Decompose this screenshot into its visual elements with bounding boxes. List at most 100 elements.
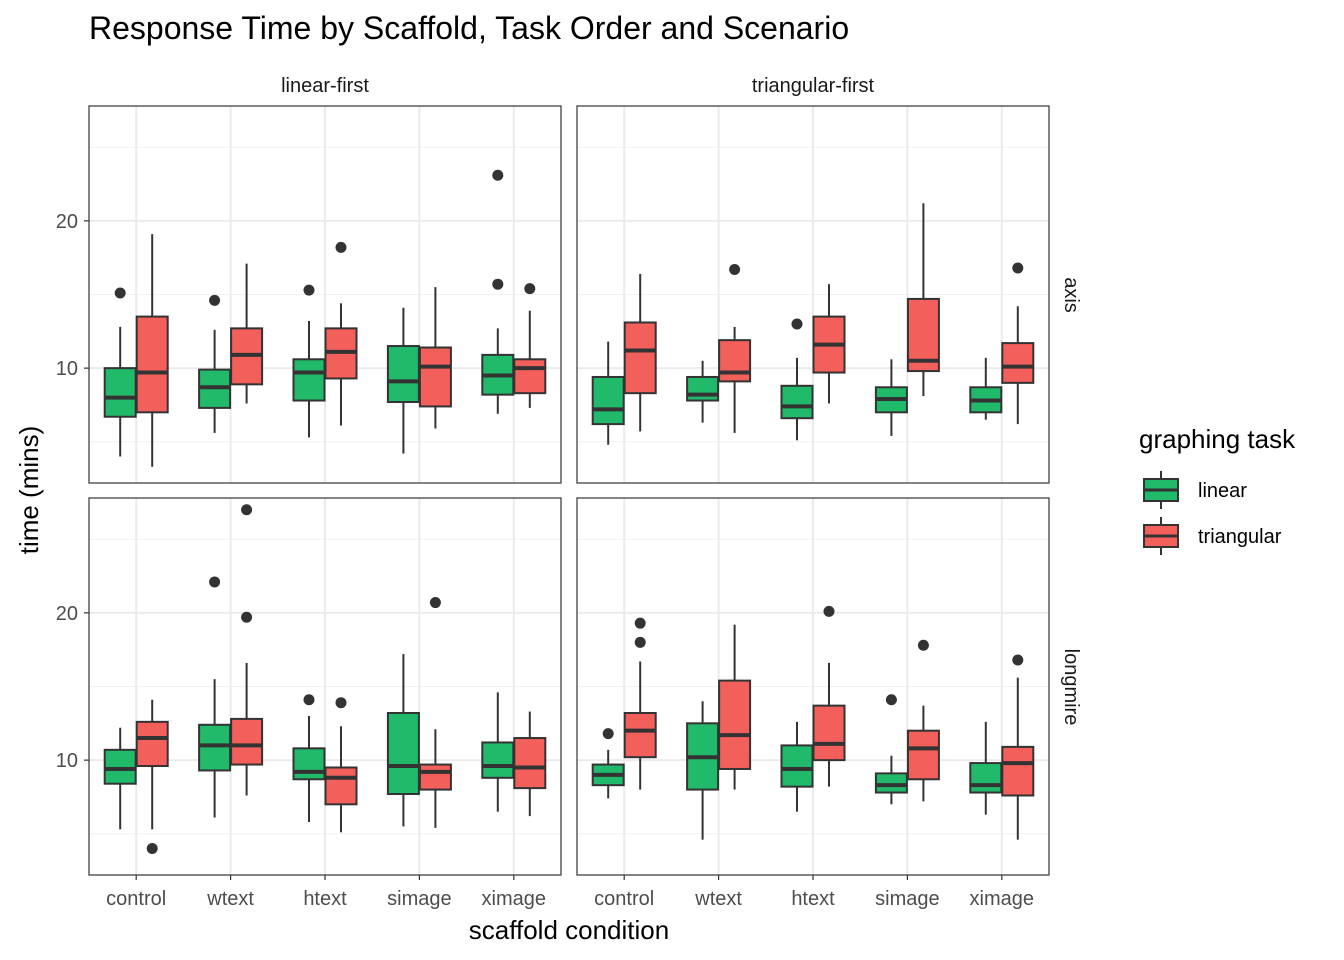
- outlier-point: [602, 728, 614, 740]
- box-body: [386, 345, 420, 404]
- box-linear-first-longmire-control-triangular: [135, 699, 169, 854]
- box-linear-first-longmire-htext-linear: [292, 694, 326, 822]
- outlier-point: [146, 842, 158, 854]
- box-body: [874, 772, 908, 794]
- outlier-point: [524, 283, 536, 295]
- outlier-point: [634, 617, 646, 629]
- box-triangular-first-longmire-htext-triangular: [812, 605, 846, 787]
- outlier-point: [241, 504, 253, 516]
- box-linear-first-longmire-control-linear: [103, 727, 137, 830]
- x-tick-label: wtext: [694, 888, 742, 910]
- box-triangular-first-axis-simage-linear: [874, 359, 908, 436]
- outlier-point: [335, 697, 347, 709]
- outlier-point: [303, 284, 315, 296]
- box-body: [103, 367, 137, 418]
- strip-label-linear-first: linear-first: [281, 75, 369, 97]
- box-triangular-first-longmire-simage-linear: [874, 694, 908, 805]
- box-body: [686, 375, 720, 402]
- x-tick-label: simage: [875, 888, 939, 910]
- grid-layer: [89, 106, 1049, 875]
- box-body: [623, 712, 657, 759]
- box-linear-first-axis-wtext-triangular: [230, 263, 264, 404]
- strip-label-axis: axis: [1060, 277, 1082, 313]
- box-linear-first-longmire-ximage-triangular: [513, 711, 547, 817]
- box-triangular-first-axis-wtext-triangular: [718, 263, 752, 433]
- box-body: [812, 704, 846, 762]
- box-body: [292, 358, 326, 402]
- outlier-point: [429, 597, 441, 609]
- box-triangular-first-axis-htext-triangular: [812, 284, 846, 404]
- box-body: [513, 737, 547, 790]
- x-tick-label: htext: [791, 888, 835, 910]
- outlier-point: [917, 639, 929, 651]
- legend-label-triangular: triangular: [1198, 526, 1282, 548]
- box-linear-first-axis-htext-linear: [292, 284, 326, 438]
- box-body: [386, 712, 420, 796]
- legend-key-linear: [1143, 471, 1179, 509]
- box-body: [324, 766, 358, 806]
- outlier-point: [885, 694, 897, 706]
- x-tick-label: simage: [387, 888, 451, 910]
- y-axis-title: time (mins): [14, 426, 44, 555]
- outlier-point: [791, 318, 803, 330]
- box-linear-first-axis-htext-triangular: [324, 241, 358, 426]
- box-triangular-first-axis-simage-triangular: [906, 203, 940, 397]
- box-triangular-first-longmire-control-triangular: [623, 617, 657, 790]
- outlier-point: [823, 605, 835, 617]
- box-linear-first-axis-simage-linear: [386, 307, 420, 454]
- x-tick-label: ximage: [482, 888, 546, 910]
- data-layer: [103, 169, 1035, 854]
- legend: graphing task linear triangular: [1139, 424, 1296, 555]
- outlier-point: [729, 263, 741, 275]
- outlier-point: [209, 294, 221, 306]
- box-body: [1001, 745, 1035, 797]
- box-body: [198, 723, 232, 772]
- box-body: [780, 384, 814, 420]
- box-linear-first-axis-ximage-triangular: [513, 283, 547, 408]
- box-body: [418, 763, 452, 791]
- box-triangular-first-axis-ximage-triangular: [1001, 262, 1035, 425]
- box-body: [718, 339, 752, 383]
- legend-title: graphing task: [1139, 424, 1296, 454]
- x-tick-label: wtext: [206, 888, 254, 910]
- box-body: [230, 717, 264, 766]
- box-triangular-first-axis-wtext-linear: [686, 360, 720, 423]
- legend-key-triangular: [1143, 517, 1179, 555]
- box-body: [718, 679, 752, 770]
- box-linear-first-longmire-wtext-linear: [198, 576, 232, 818]
- outlier-point: [492, 169, 504, 181]
- panel-border-linear-first-axis: [88, 105, 562, 484]
- box-linear-first-longmire-simage-linear: [386, 654, 420, 827]
- y-tick-label: 20: [56, 211, 78, 233]
- box-triangular-first-longmire-control-linear: [591, 728, 625, 799]
- x-tick-label: ximage: [970, 888, 1034, 910]
- box-triangular-first-longmire-simage-triangular: [906, 639, 940, 802]
- box-body: [591, 375, 625, 426]
- legend-label-linear: linear: [1198, 480, 1247, 502]
- box-body: [103, 748, 137, 785]
- outlier-point: [114, 287, 126, 299]
- x-tick-label: control: [106, 888, 166, 910]
- box-triangular-first-axis-ximage-linear: [969, 357, 1003, 420]
- box-linear-first-axis-wtext-linear: [198, 294, 232, 433]
- box-body: [513, 358, 547, 395]
- box-linear-first-longmire-htext-triangular: [324, 697, 358, 833]
- outlier-point: [1012, 654, 1024, 666]
- x-axis-title: scaffold condition: [469, 915, 669, 945]
- y-tick-label: 10: [56, 358, 78, 380]
- box-triangular-first-axis-control-triangular: [623, 273, 657, 432]
- panel-border-triangular-first-axis: [576, 105, 1050, 484]
- box-linear-first-longmire-simage-triangular: [418, 597, 452, 828]
- box-body: [418, 346, 452, 408]
- box-body: [135, 315, 169, 414]
- box-triangular-first-longmire-ximage-triangular: [1001, 654, 1035, 840]
- outlier-point: [634, 636, 646, 648]
- box-body: [969, 762, 1003, 794]
- chart-title: Response Time by Scaffold, Task Order an…: [89, 10, 849, 46]
- box-body: [623, 321, 657, 395]
- strip-label-longmire: longmire: [1060, 649, 1082, 726]
- outlier-point: [241, 611, 253, 623]
- box-linear-first-axis-control-triangular: [135, 234, 169, 467]
- outlier-point: [209, 576, 221, 588]
